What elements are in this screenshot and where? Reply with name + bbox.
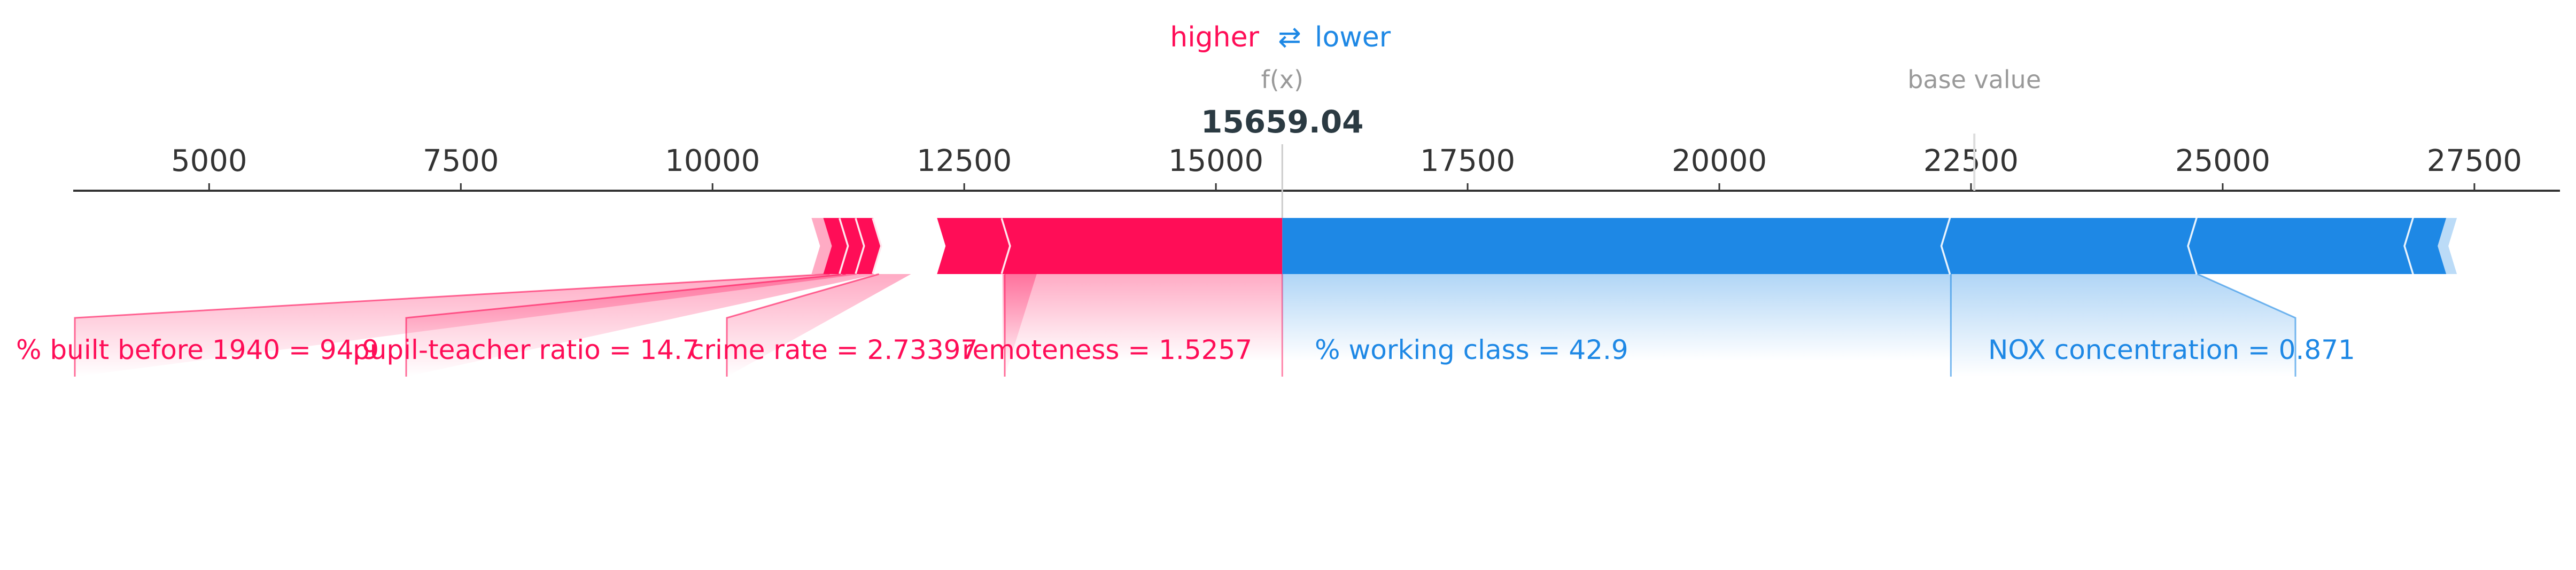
force-bars: [811, 217, 2457, 275]
negative-feature-bar: [2405, 218, 2447, 274]
negative-feature-bar: [1942, 218, 2198, 274]
positive-feature-bar: [937, 218, 1011, 274]
legend-arrow-icon: ⇄: [1278, 21, 1301, 53]
negative-bar-cap: [2438, 218, 2457, 274]
negative-fan: [1282, 274, 1951, 361]
x-tick-label: 12500: [917, 144, 1012, 178]
negative-feature-label: % working class = 42.9: [1315, 334, 1628, 365]
x-tick-label: 5000: [171, 144, 247, 178]
feature-fans: [74, 273, 2296, 377]
x-tick-label: 25000: [2175, 144, 2270, 178]
negative-leader-line: [2197, 273, 2296, 377]
positive-feature-bar: [823, 218, 849, 274]
legend-higher: higher: [1170, 21, 1259, 53]
positive-fan: [406, 274, 878, 377]
x-tick-label: 15000: [1168, 144, 1263, 178]
positive-feature-label: % built before 1940 = 94.9: [16, 334, 379, 365]
negative-feature-label: NOX concentration = 0.871: [1988, 334, 2355, 365]
positive-feature-label: pupil-teacher ratio = 14.7: [353, 334, 700, 365]
segment-divider: [872, 217, 884, 275]
negative-fan: [1951, 274, 2295, 377]
positive-fan: [1002, 274, 1283, 361]
positive-feature-label: remoteness = 1.5257: [962, 334, 1252, 365]
x-axis: 5000 7500 10000 12500 15000 17500 20000 22500 25…: [73, 134, 2560, 218]
positive-feature-bar: [856, 218, 882, 274]
positive-fan: [727, 274, 911, 377]
x-tick-label: 10000: [665, 144, 760, 178]
positive-leader-line: [726, 273, 880, 377]
output-value: 15659.04: [1201, 104, 1364, 140]
base-value-label: base value: [1907, 65, 2041, 94]
x-tick-label: 7500: [423, 144, 499, 178]
x-tick-label: 17500: [1420, 144, 1515, 178]
positive-feature-label: crime rate = 2.73397: [689, 334, 977, 365]
positive-feature-bar: [1002, 218, 1283, 274]
negative-feature-bar: [2189, 218, 2414, 274]
positive-leader-line: [405, 273, 846, 377]
x-tick-label: 22500: [1923, 144, 2019, 178]
positive-bar-cap: [811, 218, 832, 274]
feature-labels: % built before 1940 = 94.9pupil-teacher …: [16, 334, 2355, 365]
x-tick-label: 27500: [2427, 144, 2522, 178]
x-tick-label: 20000: [1672, 144, 1767, 178]
legend-lower: lower: [1315, 21, 1391, 53]
output-label: f(x): [1261, 65, 1303, 94]
positive-leader-line: [74, 273, 830, 377]
negative-feature-bar: [1282, 218, 1951, 274]
